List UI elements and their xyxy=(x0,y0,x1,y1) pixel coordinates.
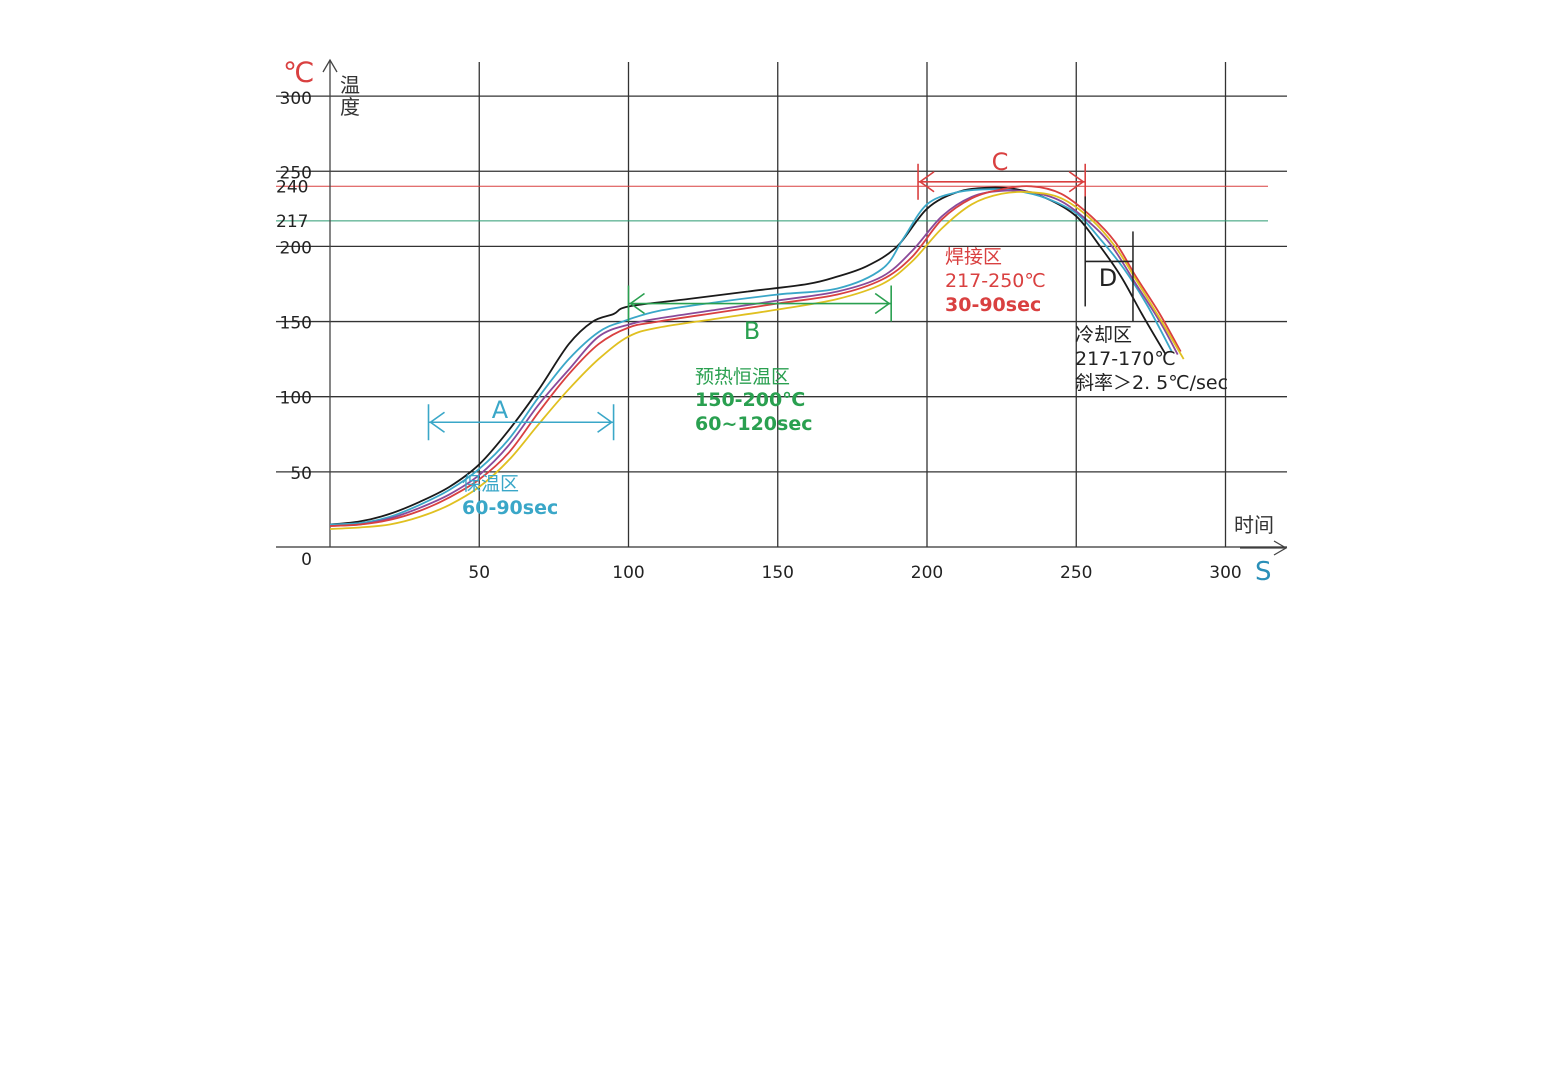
zone-arrowhead xyxy=(429,411,445,433)
tick-labels: 0 50 100 150 200 250 300 50 100 150 200 250 300 xyxy=(280,89,1242,583)
x-tick-label: 50 xyxy=(468,563,490,583)
zone-text-line: 217-250℃ xyxy=(945,270,1046,292)
y-tick-label: 0 xyxy=(301,550,312,570)
y-tick-label: 100 xyxy=(280,389,312,409)
series-line xyxy=(329,186,1167,526)
x-tick-label: 150 xyxy=(762,563,794,583)
x-axis-arrow xyxy=(1273,540,1288,556)
zone-arrowhead xyxy=(629,292,645,315)
series-line xyxy=(329,188,1173,526)
x-tick-label: 200 xyxy=(911,563,943,583)
reference-line-label: 217 xyxy=(276,212,308,232)
zone-text-line: 30-90sec xyxy=(945,294,1041,316)
zone-arrowhead xyxy=(1068,171,1085,193)
y-axis-label-char: 度 xyxy=(340,95,360,119)
y-tick-label: 200 xyxy=(280,238,312,258)
y-axis-label: 温度 xyxy=(340,73,360,119)
zone-text-line: 冷却区 xyxy=(1075,324,1132,346)
zone-text-line: 150-200℃ xyxy=(695,389,805,411)
zone-letter: A xyxy=(492,396,509,424)
y-tick-label: 250 xyxy=(280,163,312,183)
y-tick-label: 50 xyxy=(290,464,312,484)
y-axis-arrow xyxy=(322,58,338,73)
zone-annotations: A保温区60-90secB预热恒温区150-200℃60~120secC焊接区2… xyxy=(427,148,1228,519)
series-line xyxy=(329,189,1179,527)
y-tick-label: 150 xyxy=(280,314,312,334)
chart-axes xyxy=(322,58,1288,556)
x-tick-label: 250 xyxy=(1060,563,1092,583)
x-axis-label: 时间 xyxy=(1234,513,1274,537)
y-axis-label-char: 温 xyxy=(340,73,360,97)
reference-line-label: 240 xyxy=(276,177,308,197)
zone-arrowhead xyxy=(918,171,935,193)
chart-grid xyxy=(276,62,1287,548)
series-lines xyxy=(329,185,1185,530)
zone-letter: D xyxy=(1099,264,1117,292)
x-tick-label: 100 xyxy=(612,563,644,583)
reference-lines: 240 217 xyxy=(276,177,1268,232)
zone-text-line: 焊接区 xyxy=(945,246,1002,268)
zone-letter: B xyxy=(744,317,760,345)
x-unit-label: S xyxy=(1255,557,1272,587)
zone-text-line: 60~120sec xyxy=(695,413,812,435)
y-tick-label: 300 xyxy=(280,89,312,109)
zone-arrowhead xyxy=(874,292,891,315)
y-unit-label: ℃ xyxy=(283,56,314,89)
zone-letter: C xyxy=(992,148,1009,176)
zone-text-line: 60-90sec xyxy=(462,497,558,519)
series-line xyxy=(329,190,1185,530)
zone-arrowhead xyxy=(597,411,613,433)
zone-text-line: 预热恒温区 xyxy=(695,366,790,388)
zone-text-line: 217-170℃ xyxy=(1075,348,1176,370)
series-line xyxy=(329,185,1182,527)
zone-text-line: 保温区 xyxy=(462,473,519,495)
x-tick-label: 300 xyxy=(1209,563,1241,583)
zone-text-line: 斜率＞2. 5℃/sec xyxy=(1075,372,1228,394)
